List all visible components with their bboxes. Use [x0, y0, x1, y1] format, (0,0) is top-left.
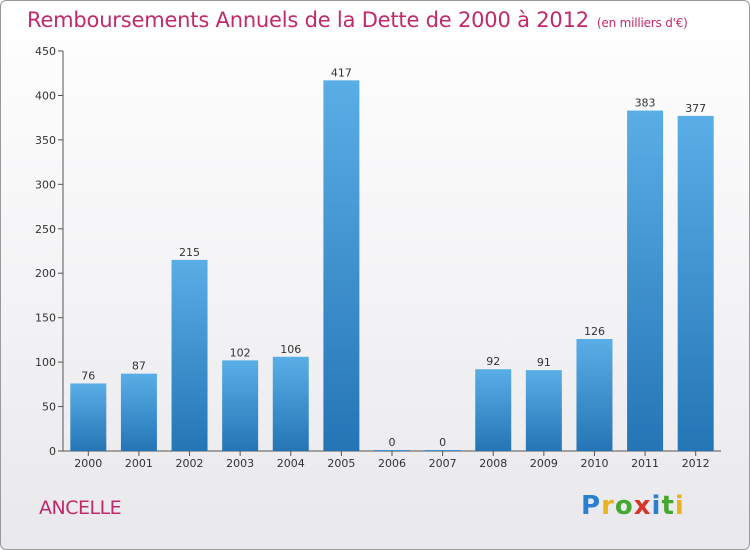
data-label: 76: [81, 369, 95, 382]
bar: [222, 360, 259, 451]
bar: [627, 110, 664, 452]
data-label: 377: [685, 102, 706, 115]
data-label: 215: [179, 246, 200, 259]
data-label: 106: [280, 343, 301, 356]
bar: [475, 369, 512, 451]
y-tick-label: 250: [35, 223, 56, 236]
bar: [171, 259, 208, 451]
data-label: 126: [584, 325, 605, 338]
data-label: 0: [389, 436, 396, 449]
data-label: 91: [537, 356, 551, 369]
data-label: 417: [331, 66, 352, 79]
x-tick-label: 2003: [226, 457, 254, 470]
bar: [70, 383, 107, 451]
y-tick-label: 50: [42, 401, 56, 414]
bar: [525, 370, 562, 451]
bar: [677, 115, 714, 451]
y-tick-label: 150: [35, 312, 56, 325]
x-tick-label: 2005: [327, 457, 355, 470]
y-tick-label: 350: [35, 134, 56, 147]
data-label: 87: [132, 360, 146, 373]
chart-title: Remboursements Annuels de la Dette de 20…: [27, 8, 688, 32]
data-label: 0: [439, 436, 446, 449]
x-tick-label: 2001: [125, 457, 153, 470]
bars: [70, 80, 714, 452]
bar: [272, 356, 309, 451]
x-tick-label: 2010: [580, 457, 608, 470]
data-label: 383: [635, 97, 656, 110]
x-tick-label: 2000: [74, 457, 102, 470]
title-text: Remboursements Annuels de la Dette de 20…: [27, 8, 589, 32]
data-label: 92: [486, 355, 500, 368]
unit-text: (en milliers d'€): [596, 16, 688, 30]
y-tick-label: 400: [35, 89, 56, 102]
bar: [323, 80, 360, 451]
bar: [120, 373, 157, 451]
y-tick-label: 100: [35, 356, 56, 369]
x-tick-label: 2007: [429, 457, 457, 470]
value-labels: 76 87 215 102 106 417 0 0 92 91 126 383 377: [81, 66, 706, 449]
place-name: ANCELLE: [39, 497, 122, 519]
x-tick-label: 2002: [176, 457, 204, 470]
proxiti-logo[interactable]: Proxiti: [581, 491, 685, 521]
data-label: 102: [230, 346, 251, 359]
x-tick-label: 2006: [378, 457, 406, 470]
axes: 0 50 100 150 200 250 300 350 400 450 2000 2001 2002 2…: [35, 45, 721, 470]
y-tick-label: 300: [35, 178, 56, 191]
bar: [374, 450, 410, 451]
x-tick-label: 2008: [479, 457, 507, 470]
x-tick-label: 2004: [277, 457, 305, 470]
y-tick-label: 200: [35, 267, 56, 280]
bar: [424, 450, 461, 451]
y-tick-label: 450: [35, 45, 56, 58]
y-tick-label: 0: [49, 445, 56, 458]
x-tick-label: 2012: [682, 457, 710, 470]
bar: [576, 339, 613, 451]
x-tick-label: 2009: [530, 457, 558, 470]
x-tick-label: 2011: [631, 457, 659, 470]
